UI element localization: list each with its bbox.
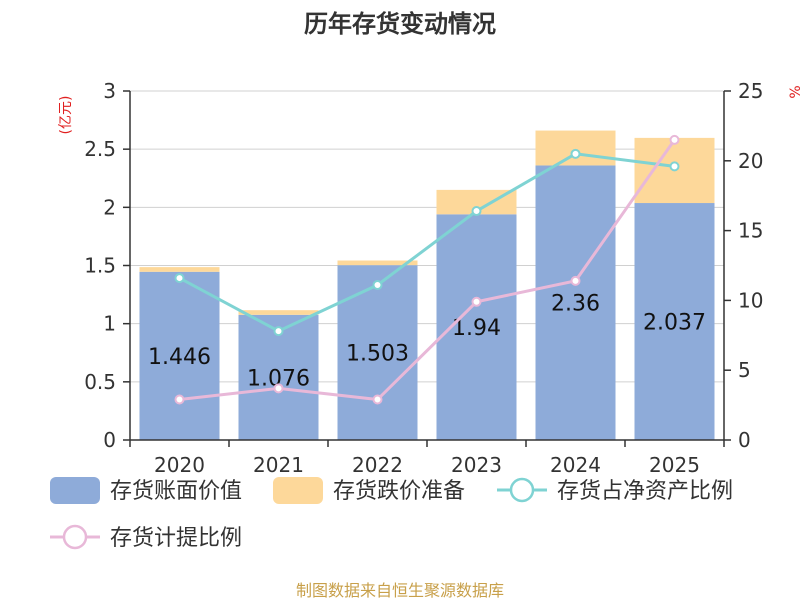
bar-book-value <box>337 265 418 440</box>
line-point <box>174 394 185 405</box>
line-point <box>471 296 482 307</box>
x-tick-label: 2025 <box>649 453 700 477</box>
line-point <box>174 273 185 284</box>
bar-value-label: 1.446 <box>148 345 211 370</box>
line-point <box>471 206 482 217</box>
legend-net-asset-ratio-marker <box>509 477 535 503</box>
line-point <box>669 134 680 145</box>
x-tick-label: 2021 <box>253 453 304 477</box>
left-tick-label: 0.5 <box>84 370 116 394</box>
legend-book-value-swatch <box>50 477 100 504</box>
line-point <box>273 326 284 337</box>
line-point <box>570 275 581 286</box>
right-tick-label: 15 <box>738 219 763 243</box>
x-tick-label: 2024 <box>550 453 601 477</box>
left-tick-label: 3 <box>103 79 116 103</box>
right-tick-label: 5 <box>738 358 751 382</box>
bar-book-value <box>535 165 616 440</box>
x-tick-label: 2023 <box>451 453 502 477</box>
line-net-asset-ratio <box>178 152 675 333</box>
right-tick-label: 10 <box>738 288 763 312</box>
bar-book-value <box>139 271 220 440</box>
right-tick-label: 20 <box>738 149 763 173</box>
right-tick-label: 0 <box>738 428 751 452</box>
left-tick-label: 1.5 <box>84 254 116 278</box>
right-axis-unit: % <box>788 85 800 98</box>
bar-value-label: 1.503 <box>346 342 409 367</box>
left-axis-unit: (亿元) <box>58 96 74 135</box>
bar-impairment-reserve <box>535 130 616 166</box>
lines <box>174 134 680 405</box>
legend-impairment-reserve-label: 存货跌价准备 <box>333 479 465 504</box>
bar-impairment-reserve <box>139 267 220 272</box>
line-point <box>273 383 284 394</box>
legend-provision-ratio-marker <box>62 524 88 550</box>
bar-impairment-reserve <box>337 260 418 266</box>
bar-value-label: 1.94 <box>452 316 501 341</box>
left-tick-label: 2.5 <box>84 137 116 161</box>
legend-book-value-label: 存货账面价值 <box>110 479 242 504</box>
bar-value-label: 2.36 <box>551 292 600 317</box>
line-point <box>669 161 680 172</box>
chart-title: 历年存货变动情况 <box>304 10 496 38</box>
line-point <box>372 280 383 291</box>
bar-value-label: 2.037 <box>643 311 706 336</box>
bars <box>139 130 715 440</box>
bar-book-value <box>634 203 715 440</box>
right-tick-label: 25 <box>738 79 763 103</box>
left-tick-label: 2 <box>103 195 116 219</box>
line-provision-ratio <box>179 138 676 402</box>
line-point <box>570 148 581 159</box>
source-note: 制图数据来自恒生聚源数据库 <box>296 581 504 600</box>
x-tick-label: 2020 <box>154 453 205 477</box>
legend-provision-ratio-label: 存货计提比例 <box>110 526 242 551</box>
x-tick-label: 2022 <box>352 453 403 477</box>
left-tick-label: 1 <box>103 312 116 336</box>
line-point <box>372 394 383 405</box>
legend-impairment-reserve-swatch <box>273 477 323 504</box>
grid-lines <box>130 90 724 383</box>
legend-net-asset-ratio-label: 存货占净资产比例 <box>557 479 733 504</box>
bar-impairment-reserve <box>238 310 319 315</box>
left-tick-label: 0 <box>103 428 116 452</box>
